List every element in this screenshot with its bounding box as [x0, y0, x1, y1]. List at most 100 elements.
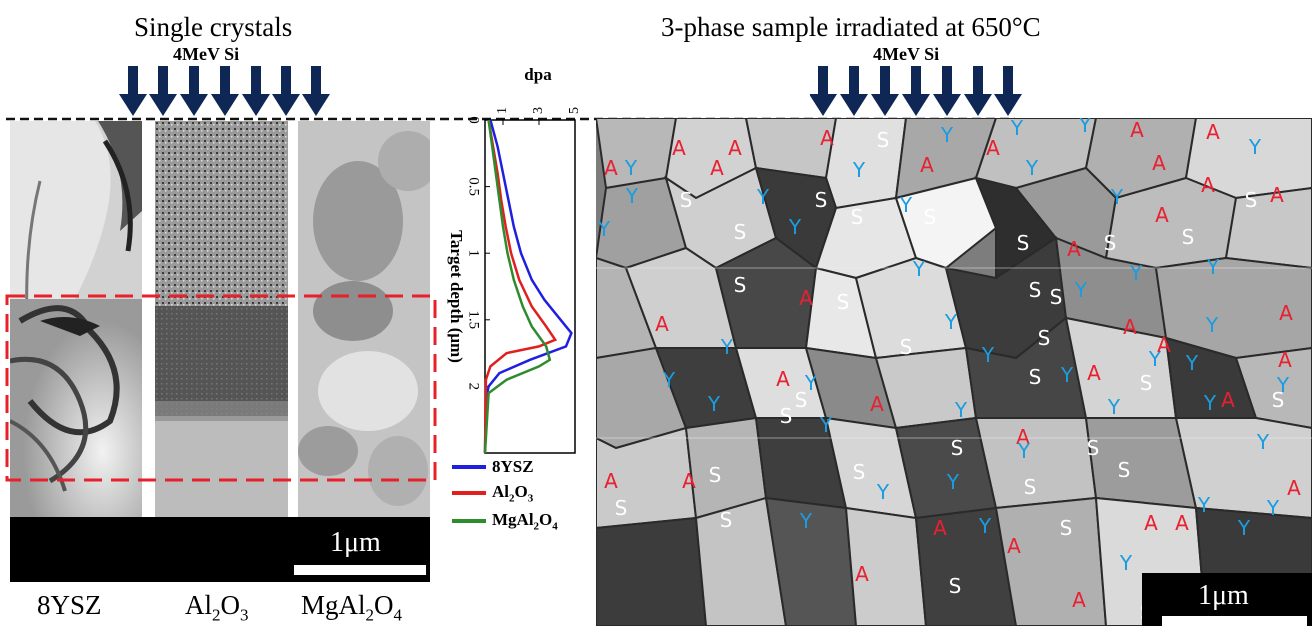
phase-label-A: A [728, 136, 742, 160]
x-axis-label: dpa [524, 65, 552, 84]
legend-swatch-mgal2o4 [452, 519, 486, 523]
phase-label-Y: Y [1078, 118, 1092, 137]
phase-label-S: S [950, 436, 964, 460]
phase-label-S: S [948, 574, 962, 598]
legend-al2o3-base: Al [492, 481, 509, 501]
beam-label-left: 4MeV Si [173, 44, 240, 64]
legend-mgal2o4-sub2: 4 [552, 520, 558, 533]
plot-frame [484, 119, 576, 454]
phase-label-Y: Y [1148, 347, 1162, 371]
arrow-icon [933, 66, 961, 116]
arrow-icon [180, 66, 208, 116]
legend-swatch-8ysz [452, 465, 486, 469]
grain-texture [596, 118, 1312, 626]
phase-label-A: A [1157, 333, 1171, 357]
phase-label-A: A [1087, 361, 1101, 385]
phase-label-S: S [1139, 371, 1153, 395]
legend-al2o3-sub2: 3 [527, 492, 534, 505]
phase-label-A: A [655, 312, 669, 336]
y-tick-label: 1.5 [466, 310, 482, 329]
phase-label-Y: Y [1206, 255, 1220, 279]
phase-label-S: S [836, 290, 850, 314]
phase-label-Y: Y [1205, 313, 1219, 337]
mgal2o4-mid: O [374, 590, 394, 620]
phase-label-S: S [876, 128, 890, 152]
phase-label-Y: Y [788, 215, 802, 239]
phase-label-Y: Y [1276, 373, 1290, 397]
phase-label-S: S [814, 188, 828, 212]
phase-label-S: S [614, 496, 628, 520]
phase-label-Y: Y [625, 184, 639, 208]
arrow-icon [902, 66, 930, 116]
arrow-icon [211, 66, 239, 116]
phase-label-S: S [1049, 285, 1063, 309]
phase-label-S: S [1016, 231, 1030, 255]
arrow-icon [840, 66, 868, 116]
phase-label-Y: Y [662, 368, 676, 392]
legend-swatch-al2o3 [452, 491, 486, 495]
scale-bar-label-left: 1μm [330, 527, 381, 558]
phase-label-A: A [920, 153, 934, 177]
phase-label-A: A [672, 136, 686, 160]
phase-label-A: A [1278, 348, 1292, 372]
legend-label-8ysz: 8YSZ [492, 457, 534, 476]
phase-label-S: S [1037, 326, 1051, 350]
phase-label-A: A [776, 367, 790, 391]
phase-label-Y: Y [1110, 185, 1124, 209]
phase-label-S: S [1181, 225, 1195, 249]
phase-label-S: S [1103, 231, 1117, 255]
phase-label-A: A [1279, 301, 1293, 325]
panel-8ysz-image [10, 121, 142, 517]
y-tick-label: 0 [466, 116, 482, 124]
beam-arrows-left [119, 66, 330, 116]
legend-al2o3-sub1: 2 [509, 492, 515, 505]
phase-label-Y: Y [946, 470, 960, 494]
scale-bar-label-right: 1μm [1198, 580, 1249, 611]
legend-label-al2o3: Al2O3 [492, 482, 533, 504]
beam-arrows-right [810, 66, 1022, 116]
phase-label-A: A [1067, 237, 1081, 261]
phase-label-S: S [779, 404, 793, 428]
panel-mgal2o4-image [298, 121, 430, 517]
phase-label-S: S [923, 205, 937, 229]
phase-label-Y: Y [707, 392, 721, 416]
left-title: Single crystals [134, 12, 293, 42]
phase-label-S: S [1059, 516, 1073, 540]
phase-label-Y: Y [1248, 135, 1262, 159]
phase-label-S: S [708, 463, 722, 487]
phase-label-S: S [899, 335, 913, 359]
phase-label-Y: Y [940, 123, 954, 147]
beam-label-right: 4MeV Si [873, 44, 940, 64]
phase-label-S: S [1244, 188, 1258, 212]
phase-label-S: S [733, 273, 747, 297]
phase-label-A: A [1201, 173, 1215, 197]
legend-item-al2o3: Al2O3 [452, 481, 533, 505]
arrow-icon [302, 66, 330, 116]
phase-label-A: A [1123, 315, 1137, 339]
phase-label-S: S [794, 388, 808, 412]
phase-label-A: A [1144, 511, 1158, 535]
phase-label-Y: Y [720, 335, 734, 359]
phase-label-A: A [1206, 120, 1220, 144]
phase-label-Y: Y [912, 257, 926, 281]
scale-bar-right [1162, 616, 1307, 626]
label-8ysz: 8YSZ [37, 590, 102, 620]
phase-label-A: A [1152, 151, 1166, 175]
arrow-icon [964, 66, 992, 116]
phase-label-Y: Y [799, 509, 813, 533]
phase-label-Y: Y [1060, 363, 1074, 387]
phase-label-A: A [1007, 534, 1021, 558]
phase-label-Y: Y [597, 217, 611, 241]
arrow-icon [810, 66, 837, 116]
phase-label-Y: Y [1010, 118, 1024, 140]
y-tick-label: 1 [466, 249, 482, 257]
phase-label-Y: Y [981, 343, 995, 367]
phase-label-S: S [852, 460, 866, 484]
phase-label-S: S [1028, 278, 1042, 302]
label-al2o3: Al2O3 [185, 590, 249, 625]
arrow-icon [119, 66, 147, 116]
phase-label-A: A [820, 126, 834, 150]
y-tick-label: 0.5 [466, 177, 482, 196]
right-title: 3-phase sample irradiated at 650°C [661, 12, 1041, 42]
phase-label-A: A [1155, 203, 1169, 227]
